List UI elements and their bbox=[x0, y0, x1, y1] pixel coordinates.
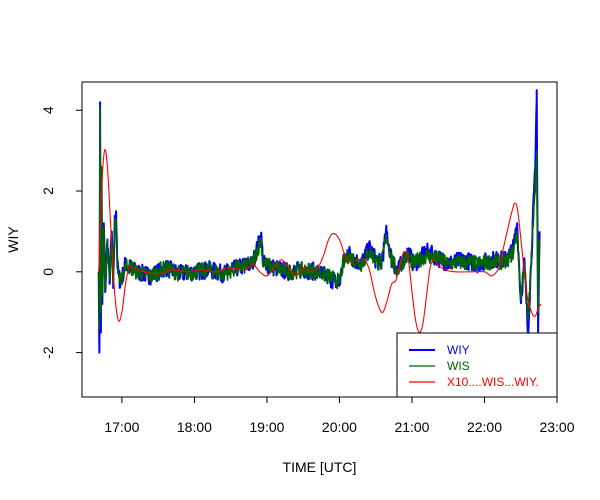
y-axis: -2 0 2 4 bbox=[40, 106, 82, 359]
y-tick-label: 0 bbox=[40, 268, 56, 276]
x-tick-label: 22:00 bbox=[467, 419, 502, 435]
x-axis: 17:00 18:00 19:00 20:00 21:00 22:00 23:00 bbox=[104, 397, 575, 435]
legend-label: X10....WIS...WIY. bbox=[447, 375, 539, 389]
x-tick-label: 20:00 bbox=[322, 419, 357, 435]
y-tick-label: 4 bbox=[40, 106, 56, 114]
y-axis-title: WIY bbox=[5, 226, 21, 253]
x-tick-label: 17:00 bbox=[104, 419, 139, 435]
legend-box bbox=[396, 332, 558, 398]
x-axis-title: TIME [UTC] bbox=[283, 459, 357, 475]
x-tick-label: 21:00 bbox=[394, 419, 429, 435]
series-line-1 bbox=[97, 89, 541, 354]
legend: WIY WIS X10....WIS...WIY. bbox=[396, 332, 558, 398]
series-line-2 bbox=[97, 105, 541, 330]
x-tick-label: 19:00 bbox=[249, 419, 284, 435]
x-tick-label: 23:00 bbox=[539, 419, 574, 435]
plot-frame bbox=[81, 81, 558, 398]
legend-label: WIS bbox=[447, 359, 470, 373]
x-tick-label: 18:00 bbox=[177, 419, 212, 435]
series-line-3 bbox=[98, 149, 542, 334]
y-tick-label: 2 bbox=[40, 187, 56, 195]
legend-label: WIY bbox=[447, 343, 470, 357]
series-layer bbox=[97, 89, 542, 354]
y-tick-label: -2 bbox=[40, 346, 56, 359]
